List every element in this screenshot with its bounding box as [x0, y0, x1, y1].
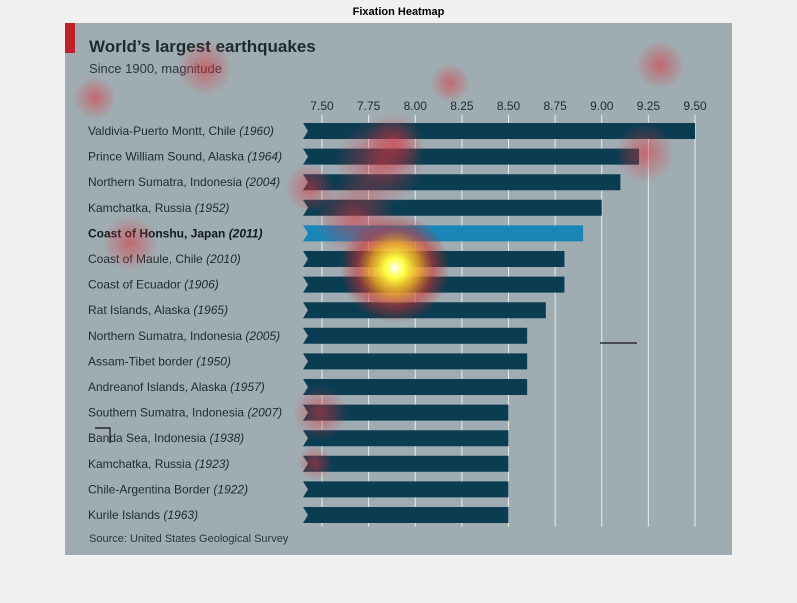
category-year: (1938): [209, 431, 244, 445]
category-place: Valdivia-Puerto Montt, Chile: [88, 124, 239, 138]
bar-chart: 7.50 7.75 8.00 8.25 8.50 8.75 9.00 9.25 9.50 Vald…: [88, 99, 707, 527]
x-tick-label: 8.50: [497, 99, 521, 113]
bar: [303, 276, 565, 293]
category-year: (1960): [239, 124, 274, 138]
category-place: Northern Sumatra, Indonesia: [88, 329, 245, 343]
x-tick-label: 9.50: [683, 99, 707, 113]
category-label: Southern Sumatra, Indonesia (2007): [88, 406, 282, 420]
bar: [303, 148, 640, 165]
bar: [303, 302, 546, 319]
category-label: Kurile Islands (1963): [88, 508, 198, 522]
category-place: Kamchatka, Russia: [88, 201, 195, 215]
category-year: (1957): [230, 380, 265, 394]
x-tick-label: 8.25: [450, 99, 474, 113]
category-year: (1923): [195, 457, 230, 471]
category-place: Andreanof Islands, Alaska: [88, 380, 230, 394]
x-tick-label: 8.00: [404, 99, 428, 113]
category-year: (1952): [195, 201, 230, 215]
category-label: Coast of Ecuador (1906): [88, 278, 219, 292]
category-year: (1964): [247, 150, 282, 164]
category-label: Banda Sea, Indonesia (1938): [88, 431, 244, 445]
category-year: (2004): [245, 175, 280, 189]
category-label: Kamchatka, Russia (1923): [88, 457, 229, 471]
category-year: (1906): [184, 278, 219, 292]
bar: [303, 507, 509, 523]
category-place: Coast of Ecuador: [88, 278, 184, 292]
category-place: Coast of Honshu, Japan: [88, 226, 229, 240]
bar: [303, 123, 695, 139]
category-place: Southern Sumatra, Indonesia: [88, 406, 247, 420]
bar: [303, 430, 509, 447]
window-title: Fixation Heatmap: [352, 6, 445, 18]
category-label: Coast of Maule, Chile (2010): [88, 252, 241, 266]
bar: [303, 379, 528, 395]
category-year: (1922): [213, 482, 248, 496]
x-tick-label: 7.75: [357, 99, 381, 113]
category-place: Banda Sea, Indonesia: [88, 431, 209, 445]
category-place: Rat Islands, Alaska: [88, 303, 193, 317]
category-year: (2005): [245, 329, 280, 343]
bar: [303, 455, 509, 472]
category-label: Assam-Tibet border (1950): [88, 354, 231, 368]
bar: [303, 174, 621, 191]
category-place: Kamchatka, Russia: [88, 457, 195, 471]
bar: [303, 327, 528, 344]
category-place: Coast of Maule, Chile: [88, 252, 206, 266]
x-tick-label: 9.00: [590, 99, 614, 113]
x-tick-label: 9.25: [637, 99, 661, 113]
category-label: Kamchatka, Russia (1952): [88, 201, 229, 215]
category-place: Prince William Sound, Alaska: [88, 150, 247, 164]
category-place: Northern Sumatra, Indonesia: [88, 175, 245, 189]
category-place: Kurile Islands: [88, 508, 163, 522]
category-place: Assam-Tibet border: [88, 354, 196, 368]
category-label: Valdivia-Puerto Montt, Chile (1960): [88, 124, 274, 138]
bar: [303, 404, 509, 421]
bar: [303, 353, 528, 370]
bar: [303, 199, 602, 216]
category-year: (1950): [196, 354, 231, 368]
category-year: (2011): [229, 226, 263, 240]
category-label: Rat Islands, Alaska (1965): [88, 303, 228, 317]
category-year: (2007): [247, 406, 282, 420]
category-label: Andreanof Islands, Alaska (1957): [88, 380, 265, 394]
category-year: (1965): [193, 303, 228, 317]
category-label: Chile-Argentina Border (1922): [88, 482, 248, 496]
category-year: (2010): [206, 252, 241, 266]
category-year: (1963): [163, 508, 198, 522]
bar: [303, 225, 584, 242]
category-label: Prince William Sound, Alaska (1964): [88, 150, 282, 164]
category-place: Chile-Argentina Border: [88, 482, 213, 496]
accent-bar: [65, 23, 75, 53]
category-label: Northern Sumatra, Indonesia (2004): [88, 175, 280, 189]
x-tick-label: 7.50: [310, 99, 334, 113]
chart-source: Source: United States Geological Survey: [89, 533, 289, 545]
bar: [303, 251, 565, 267]
bar: [303, 481, 509, 498]
x-tick-label: 8.75: [543, 99, 567, 113]
category-label: Coast of Honshu, Japan (2011): [88, 226, 262, 240]
category-label: Northern Sumatra, Indonesia (2005): [88, 329, 280, 343]
figure-panel: World’s largest earthquakes Since 1900, …: [65, 23, 732, 555]
